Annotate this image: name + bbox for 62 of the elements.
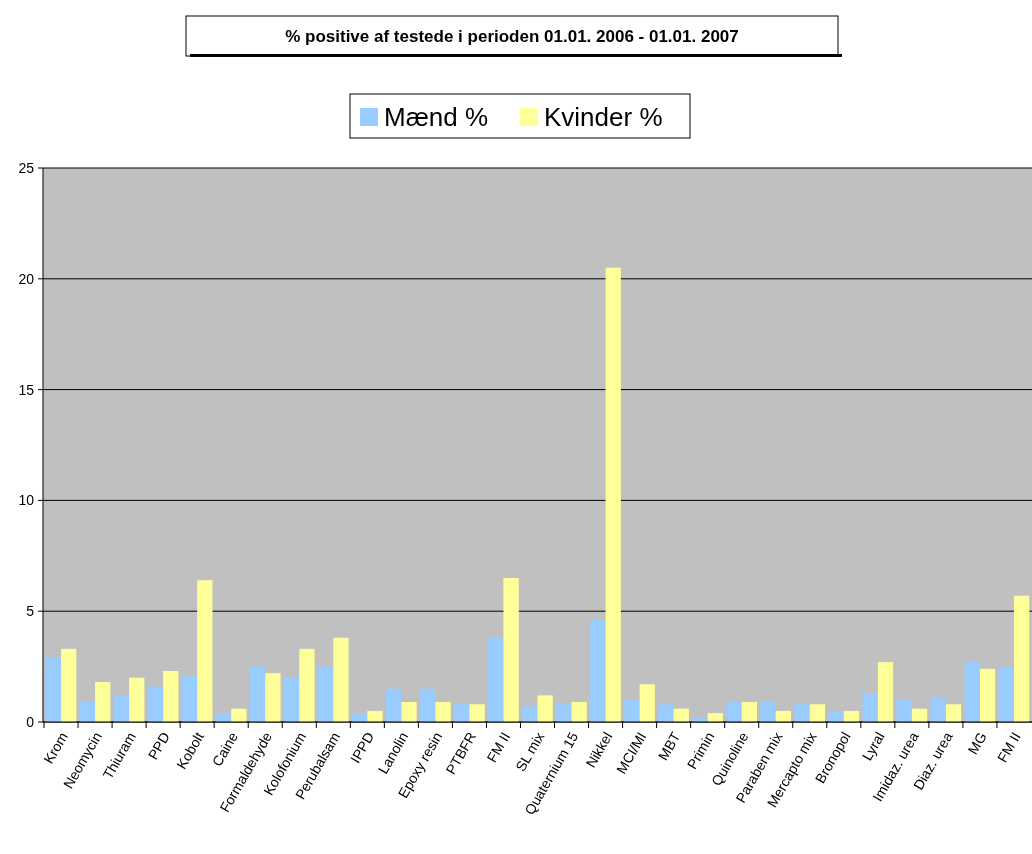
bar xyxy=(998,666,1014,722)
bar xyxy=(401,702,417,722)
bar xyxy=(590,620,606,722)
y-tick-label: 5 xyxy=(26,603,35,620)
bar xyxy=(537,695,553,722)
bar xyxy=(249,666,266,722)
y-tick-label: 0 xyxy=(26,714,35,730)
bar xyxy=(639,684,655,722)
bar xyxy=(317,666,334,722)
bar xyxy=(809,704,826,722)
legend-label: Kvinder % xyxy=(544,102,663,132)
bar xyxy=(979,668,996,722)
bar xyxy=(624,699,640,722)
bar xyxy=(299,648,315,722)
bar xyxy=(435,702,451,722)
bar xyxy=(113,695,130,722)
bar xyxy=(862,693,878,722)
bar xyxy=(129,677,145,722)
chart-title: % positive af testede i perioden 01.01. 2006 - 01.01. 2007 xyxy=(285,27,739,46)
y-tick-label: 15 xyxy=(18,381,35,398)
bar xyxy=(760,702,776,722)
legend-label: Mænd % xyxy=(384,102,489,132)
bar xyxy=(964,662,980,722)
y-tick-label: 20 xyxy=(18,270,35,287)
bar xyxy=(828,710,844,722)
bar xyxy=(896,699,912,722)
bar xyxy=(386,688,402,722)
bar xyxy=(726,702,742,722)
x-tick-label: FM II xyxy=(993,729,1024,765)
bar xyxy=(605,267,621,722)
bar xyxy=(454,704,470,722)
bar xyxy=(945,704,962,722)
bar xyxy=(556,704,572,722)
bar xyxy=(45,657,62,722)
bar xyxy=(658,704,674,722)
bar xyxy=(61,648,77,722)
bar xyxy=(231,708,247,722)
x-tick-label: MG xyxy=(964,729,990,757)
bar xyxy=(522,706,538,722)
bar xyxy=(79,702,96,722)
bar xyxy=(283,677,300,722)
bar xyxy=(794,704,810,722)
bar xyxy=(95,682,111,722)
x-tick-label: FM II xyxy=(483,729,514,765)
y-tick-label: 25 xyxy=(18,160,35,176)
bar xyxy=(877,662,894,722)
bar xyxy=(147,686,164,722)
bar xyxy=(163,671,179,722)
bar xyxy=(197,580,213,722)
bar xyxy=(265,673,281,722)
bar xyxy=(420,688,436,722)
bar xyxy=(571,702,587,722)
bar xyxy=(741,702,758,722)
bar xyxy=(930,697,946,722)
bar xyxy=(503,577,519,722)
bar xyxy=(367,710,383,722)
bar xyxy=(1013,595,1030,722)
bar xyxy=(488,637,504,722)
y-tick-label: 10 xyxy=(18,492,35,509)
bar xyxy=(333,637,349,722)
bar xyxy=(469,704,485,722)
bar xyxy=(181,675,198,722)
